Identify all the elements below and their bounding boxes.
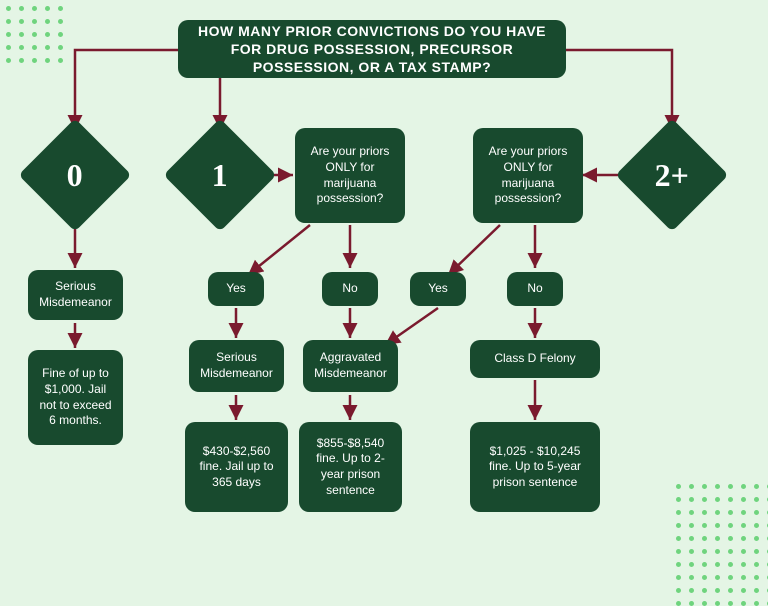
serious-misdemeanor-0-detail: Fine of up to $1,000. Jail not to exceed… <box>28 350 123 445</box>
aggravated-misdemeanor-detail: $855-$8,540 fine. Up to 2-year prison se… <box>299 422 402 512</box>
no-2: No <box>507 272 563 306</box>
question-2: Are your priors ONLY for marijuana posse… <box>473 128 583 223</box>
question-1: Are your priors ONLY for marijuana posse… <box>295 128 405 223</box>
yes-2: Yes <box>410 272 466 306</box>
no-1: No <box>322 272 378 306</box>
title-node: How many prior convictions do you have f… <box>178 20 566 78</box>
yes-1: Yes <box>208 272 264 306</box>
diamond-2plus-label: 2+ <box>655 156 689 193</box>
diamond-1-label: 1 <box>212 157 228 194</box>
decorative-dots-top-left <box>0 0 63 63</box>
diamond-0: 0 <box>18 118 131 231</box>
serious-misdemeanor-1: Serious Misdemeanor <box>189 340 284 392</box>
aggravated-misdemeanor: Aggravated Misdemeanor <box>303 340 398 392</box>
diamond-2plus: 2+ <box>615 118 728 231</box>
diamond-0-label: 0 <box>67 157 83 194</box>
serious-misdemeanor-1-detail: $430-$2,560 fine. Jail up to 365 days <box>185 422 288 512</box>
decorative-dots-bottom-right <box>676 484 768 606</box>
serious-misdemeanor-0: Serious Misdemeanor <box>28 270 123 320</box>
class-d-felony-detail: $1,025 - $10,245 fine. Up to 5-year pris… <box>470 422 600 512</box>
class-d-felony: Class D Felony <box>470 340 600 378</box>
diamond-1: 1 <box>163 118 276 231</box>
